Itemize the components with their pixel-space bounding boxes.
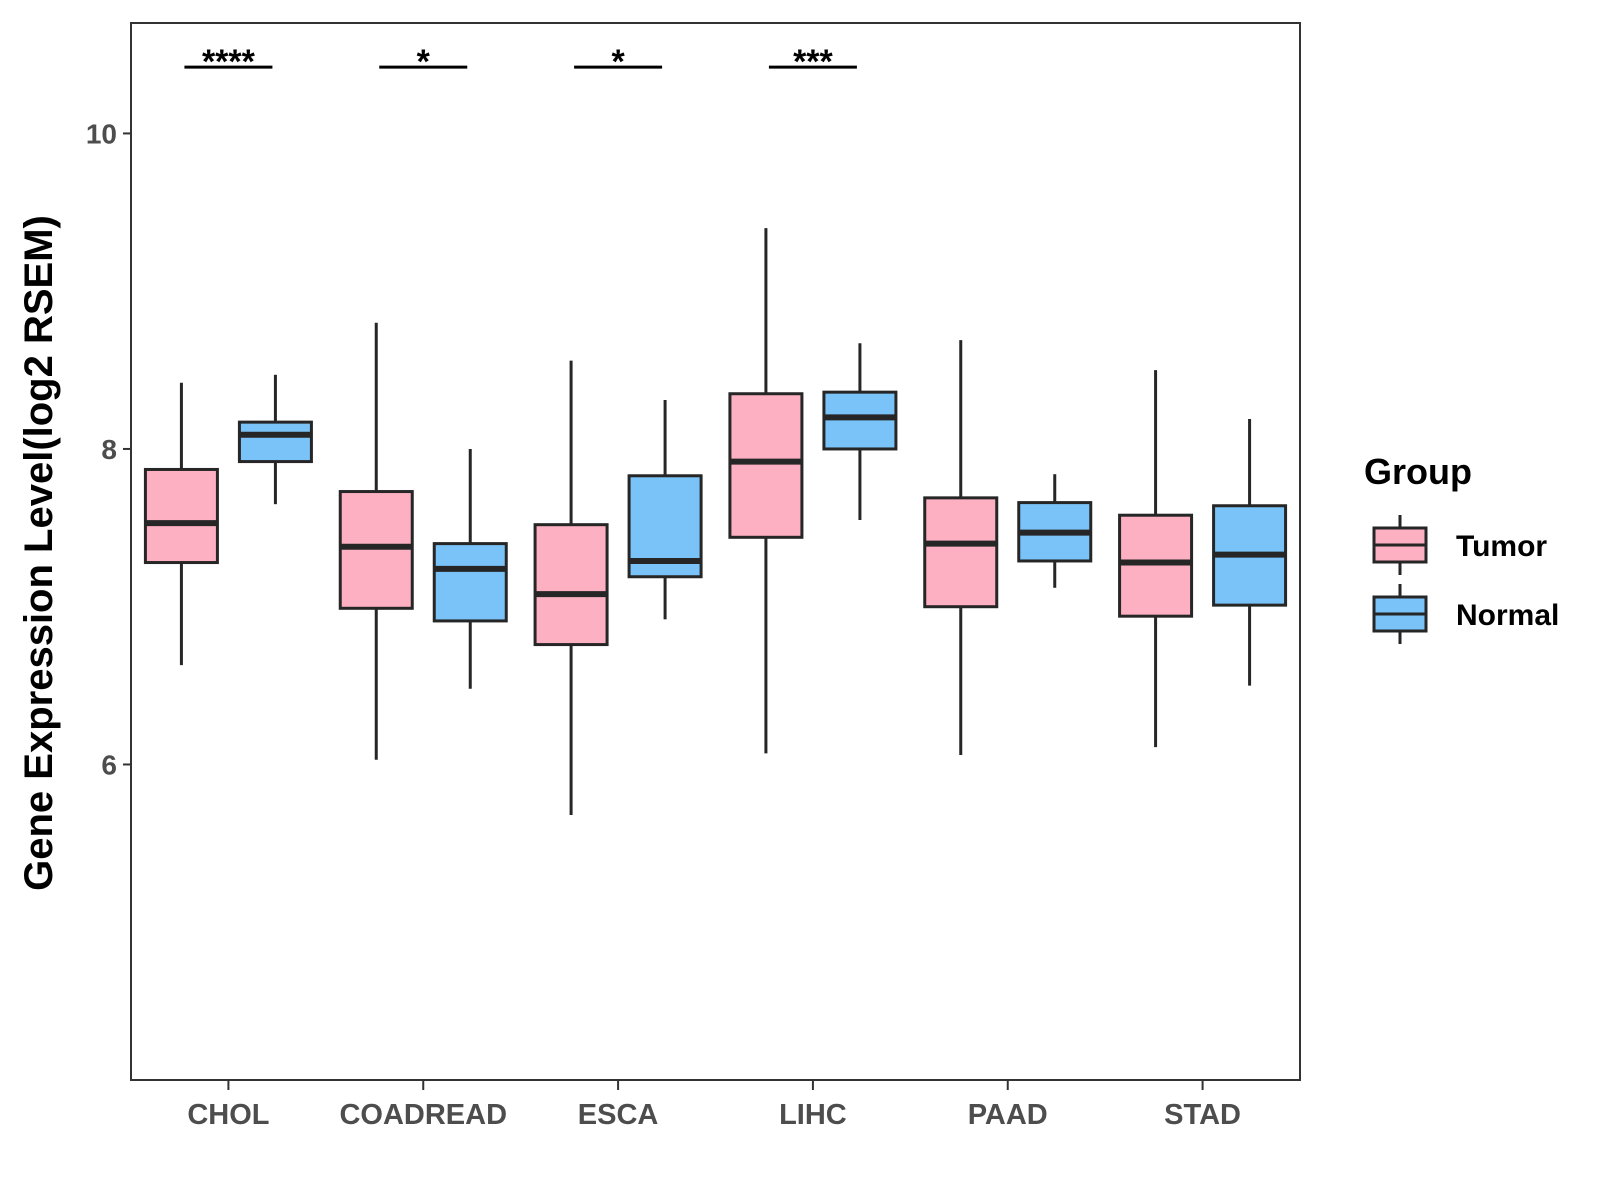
box-tumor-lihc: [728, 228, 804, 754]
box-tumor-chol: [143, 382, 219, 666]
legend-item-normal: Normal: [1372, 584, 1559, 644]
axes: 6 8 10 CHOL COADREAD ESCA LIHC PAAD STAD: [86, 22, 1301, 1131]
box-body: [432, 542, 508, 623]
significance-label: *: [417, 43, 431, 81]
legend-label: Tumor: [1456, 530, 1547, 563]
significance-coadread: *: [379, 43, 468, 81]
box-body: [822, 390, 898, 451]
legend-label: Normal: [1456, 599, 1559, 632]
box-body: [1118, 513, 1194, 618]
y-tick-label: 8: [101, 434, 117, 465]
box-normal-chol: [237, 374, 313, 505]
significance-esca: *: [574, 43, 663, 81]
box-body: [237, 420, 313, 464]
y-tick-label: 10: [86, 118, 117, 149]
y-tick: 8: [101, 434, 131, 465]
box-body: [338, 490, 414, 610]
box-body: [143, 467, 219, 565]
box-body: [728, 392, 804, 539]
y-tick-label: 6: [101, 749, 117, 780]
box-body: [923, 496, 999, 609]
box-normal-esca: [627, 400, 703, 620]
x-tick-label: STAD: [1164, 1099, 1241, 1131]
legend-title: Group: [1364, 451, 1472, 492]
x-tick-label: LIHC: [779, 1099, 847, 1131]
series-normal: [237, 343, 1288, 689]
x-tick: STAD: [1164, 1080, 1241, 1131]
plot-area: **** * * ***: [143, 43, 1288, 815]
y-axis-title: Gene Expression Level(log2 RSEM): [17, 215, 61, 891]
x-tick-label: COADREAD: [339, 1099, 507, 1131]
box-tumor-coadread: [338, 322, 414, 760]
y-tick: 6: [101, 749, 131, 780]
x-tick-label: CHOL: [187, 1099, 269, 1131]
box-tumor-esca: [533, 360, 609, 815]
significance-label: *: [611, 43, 625, 81]
y-tick: 10: [86, 118, 131, 149]
panel-border: [130, 22, 1301, 1081]
box-normal-stad: [1212, 418, 1288, 686]
series-tumor: [143, 228, 1194, 815]
x-tick-label: ESCA: [578, 1099, 659, 1131]
x-tick: LIHC: [779, 1080, 847, 1131]
box-tumor-stad: [1118, 370, 1194, 748]
significance-chol: ****: [184, 43, 273, 81]
legend: Group Tumor Normal: [1364, 451, 1559, 644]
box-normal-paad: [1017, 474, 1093, 588]
x-tick: COADREAD: [339, 1080, 507, 1131]
box-normal-coadread: [432, 448, 508, 689]
significance-lihc: ***: [768, 43, 857, 81]
x-tick-label: PAAD: [968, 1099, 1048, 1131]
legend-item-tumor: Tumor: [1372, 515, 1547, 575]
x-tick: PAAD: [968, 1080, 1048, 1131]
significance-label: ****: [202, 43, 256, 81]
x-tick: CHOL: [187, 1080, 270, 1131]
box-tumor-paad: [923, 340, 999, 756]
x-tick: ESCA: [578, 1080, 659, 1131]
significance-label: ***: [793, 43, 833, 81]
box-body: [533, 523, 609, 647]
box-normal-lihc: [822, 343, 898, 520]
